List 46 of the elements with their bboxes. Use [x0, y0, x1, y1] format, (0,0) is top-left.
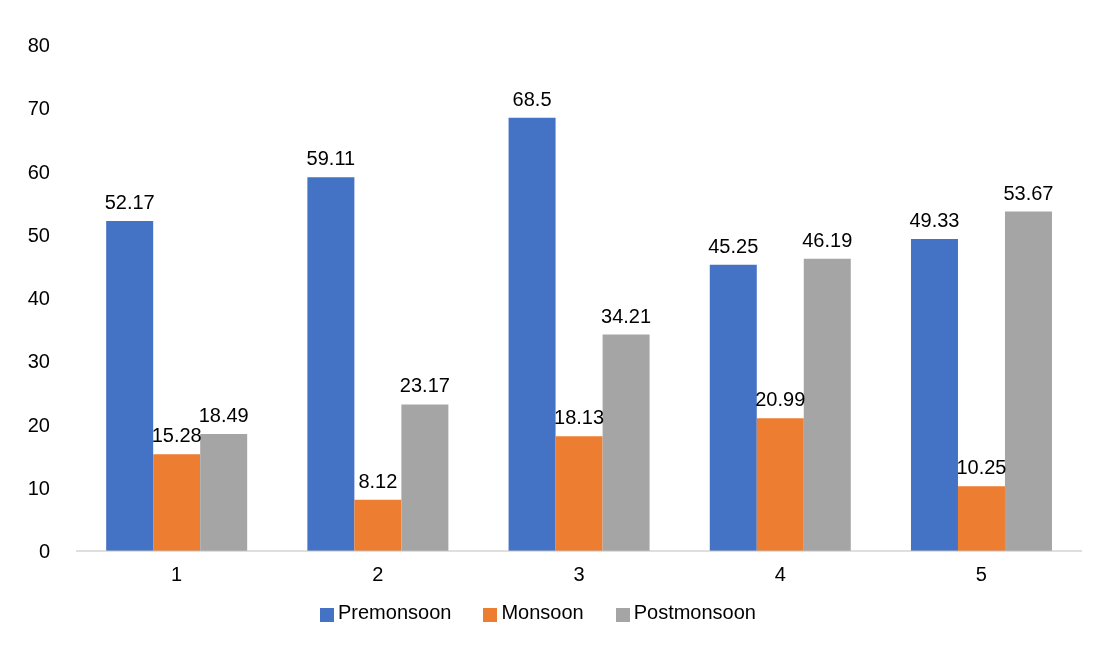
- y-tick-label: 60: [27, 160, 50, 183]
- y-tick-label: 20: [27, 413, 50, 436]
- data-label: 49.33: [909, 208, 960, 231]
- bar: [508, 117, 556, 551]
- data-label: 15.28: [151, 424, 202, 447]
- bar: [910, 238, 958, 551]
- x-tick-label: 2: [372, 563, 384, 586]
- x-tick-label: 4: [774, 563, 786, 586]
- bar: [555, 436, 603, 551]
- legend-label: Monsoon: [501, 601, 584, 623]
- x-tick-label: 3: [573, 563, 585, 586]
- data-label: 46.19: [802, 228, 853, 251]
- data-label: 45.25: [708, 234, 759, 257]
- bar: [354, 499, 402, 551]
- legend-label: Premonsoon: [338, 601, 452, 623]
- y-tick-label: 0: [38, 540, 50, 563]
- x-tick-label: 5: [975, 563, 987, 586]
- bar: [153, 454, 201, 551]
- bar: [401, 404, 449, 551]
- data-label: 52.17: [104, 191, 155, 214]
- bar: [803, 258, 851, 551]
- bar: [957, 486, 1005, 551]
- data-label: 53.67: [1003, 181, 1054, 204]
- data-label: 18.49: [198, 404, 249, 427]
- y-tick-label: 50: [27, 223, 50, 246]
- y-tick-label: 40: [27, 287, 50, 310]
- bar: [709, 264, 757, 551]
- bar: [756, 418, 804, 551]
- data-label: 34.21: [601, 304, 652, 327]
- bar: [307, 177, 355, 551]
- data-label: 10.25: [956, 456, 1007, 479]
- bar: [200, 434, 248, 551]
- legend-label: Postmonsoon: [633, 601, 756, 623]
- data-label: 59.11: [306, 147, 356, 170]
- data-label: 68.5: [512, 87, 552, 110]
- y-tick-label: 10: [27, 476, 50, 499]
- data-label: 18.13: [554, 406, 605, 429]
- x-tick-label: 1: [171, 563, 183, 586]
- bar: [1004, 211, 1052, 551]
- y-tick-label: 70: [27, 97, 50, 120]
- data-label: 8.12: [358, 469, 398, 492]
- bar: [106, 221, 154, 551]
- bar: [602, 334, 650, 551]
- data-label: 23.17: [399, 374, 450, 397]
- y-tick-label: 80: [27, 34, 50, 57]
- y-tick-label: 30: [27, 350, 50, 373]
